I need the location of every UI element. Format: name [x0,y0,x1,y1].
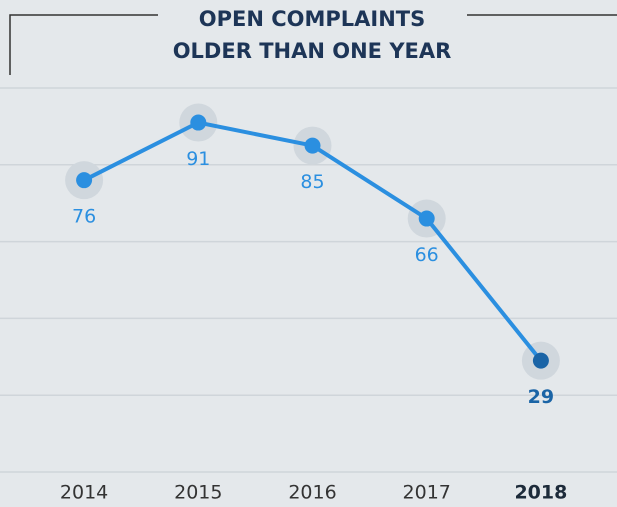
point [190,114,207,131]
x-tick-label: 2014 [60,482,108,504]
x-tick-label: 2017 [403,482,451,504]
data-label: 85 [300,171,324,193]
chart-title: OLDER THAN ONE YEAR [173,39,452,63]
frame [9,14,617,75]
x-tick-label: 2015 [174,482,222,504]
point [418,210,435,227]
data-label: 66 [415,244,439,266]
x-tick-label: 2016 [288,482,336,504]
data-label: 29 [528,386,554,408]
x-tick-label: 2018 [514,482,567,504]
chart-title: OPEN COMPLAINTS [199,7,426,31]
point [76,172,93,189]
data-label: 76 [72,206,96,228]
data-label: 91 [186,148,210,170]
point [304,137,321,154]
point [532,352,549,369]
